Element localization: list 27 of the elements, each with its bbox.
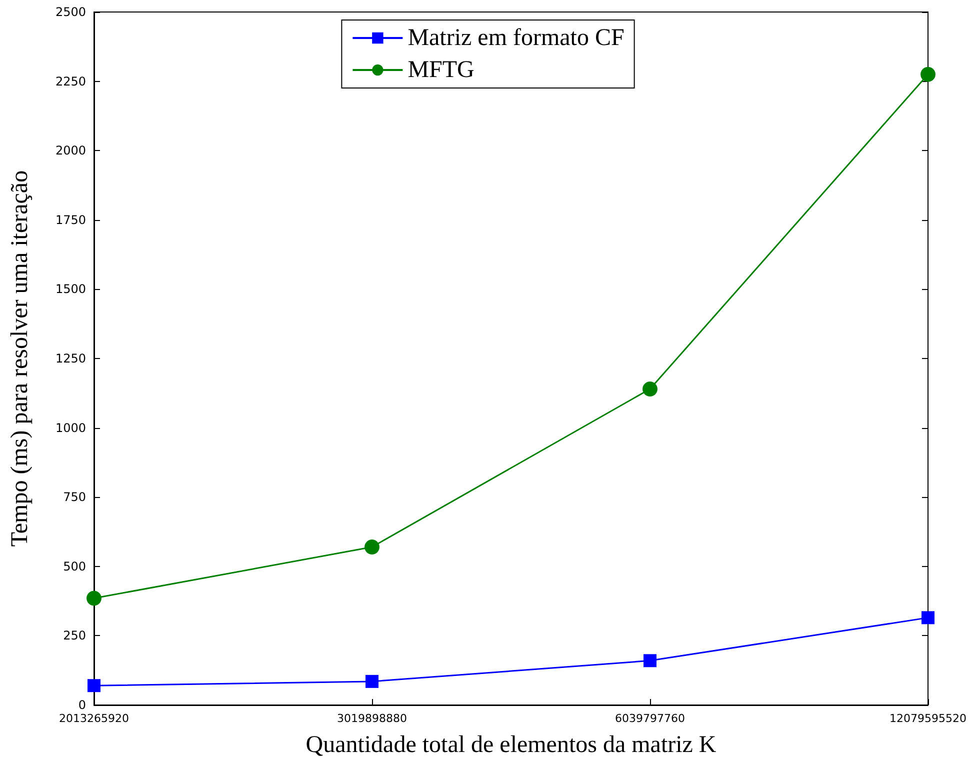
x-tick-label: 6039797760 (615, 712, 685, 725)
y-tick-label: 2000 (55, 144, 86, 158)
y-tick-label: 1750 (55, 212, 86, 227)
y-tick-label: 250 (63, 628, 86, 643)
point (922, 611, 934, 624)
point (86, 590, 102, 606)
point (920, 66, 936, 82)
point (366, 674, 378, 688)
y-tick-label: 2500 (55, 5, 86, 19)
x-tick-label: 12079595520 (890, 712, 966, 725)
x-axis-title: Quantidade total de elementos da matriz K (306, 732, 717, 758)
y-tick-label: 2250 (55, 74, 86, 88)
point (642, 381, 658, 396)
point (88, 679, 100, 692)
x-tick-label: 2013265920 (59, 712, 129, 725)
legend-label: Matriz em formato CF (408, 25, 624, 51)
y-tick-label: 1000 (55, 420, 86, 435)
legend-label: MFTG (408, 57, 474, 83)
y-tick-label: 0 (78, 698, 86, 712)
y-tick-label: 1250 (55, 352, 86, 366)
point (364, 540, 380, 554)
point (644, 654, 656, 668)
y-axis-title: Tempo (ms) para resolver uma iteração (7, 170, 33, 547)
y-tick-label: 750 (63, 490, 86, 504)
x-tick-label: 3019898880 (337, 712, 407, 725)
y-tick-label: 1500 (55, 282, 86, 296)
y-tick-label: 500 (63, 559, 86, 574)
